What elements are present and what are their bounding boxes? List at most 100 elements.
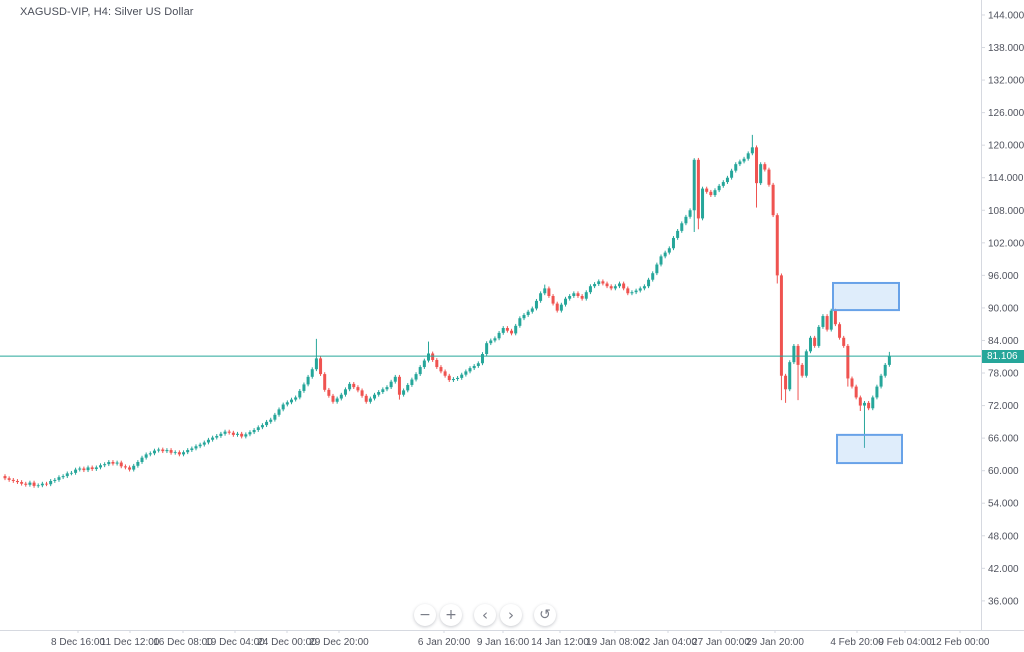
candle-body bbox=[252, 429, 256, 433]
candle-body bbox=[240, 433, 244, 437]
candle-body bbox=[373, 394, 377, 399]
price-tick-label[interactable]: 114.000 bbox=[988, 173, 1024, 184]
scroll-left-button[interactable]: ‹ bbox=[474, 604, 496, 626]
candle-body bbox=[182, 452, 186, 455]
candle-body bbox=[3, 476, 7, 479]
price-tick-label[interactable]: 54.000 bbox=[988, 499, 1019, 510]
candle-body bbox=[90, 467, 94, 470]
price-tick-label[interactable]: 120.000 bbox=[988, 141, 1024, 152]
candle-body bbox=[464, 371, 468, 375]
drawing-rectangle[interactable] bbox=[836, 433, 903, 465]
time-tick-label[interactable]: 14 Jan 12:00 bbox=[531, 637, 589, 648]
candle-body bbox=[871, 397, 875, 409]
candle-body bbox=[28, 482, 32, 485]
candle-body bbox=[534, 300, 538, 309]
candle-body bbox=[360, 390, 364, 396]
time-tick-label[interactable]: 9 Feb 04:00 bbox=[878, 637, 932, 648]
candle-body bbox=[750, 147, 754, 154]
candle-body bbox=[763, 164, 767, 170]
price-tick-label[interactable]: 138.000 bbox=[988, 43, 1024, 54]
candle-body bbox=[792, 345, 796, 363]
candle-body bbox=[804, 351, 808, 376]
time-tick-label[interactable]: 29 Jan 20:00 bbox=[746, 637, 804, 648]
candle-body bbox=[20, 482, 24, 484]
candle-body bbox=[456, 377, 460, 379]
time-tick-label[interactable]: 4 Feb 20:00 bbox=[830, 637, 884, 648]
candle-body bbox=[609, 286, 613, 289]
candle-body bbox=[759, 164, 763, 184]
candle-body bbox=[115, 462, 119, 464]
price-tick-label[interactable]: 60.000 bbox=[988, 466, 1019, 477]
candle-body bbox=[497, 332, 501, 339]
candle-body bbox=[788, 362, 792, 390]
candle-body bbox=[576, 293, 580, 296]
candle-body bbox=[833, 310, 837, 325]
candle-body bbox=[883, 364, 887, 376]
price-tick-label[interactable]: 126.000 bbox=[988, 108, 1024, 119]
candle-body bbox=[285, 402, 289, 405]
candle-body bbox=[356, 387, 360, 391]
candle-body bbox=[846, 345, 850, 379]
candle-body bbox=[489, 340, 493, 344]
scroll-right-button[interactable]: › bbox=[500, 604, 522, 626]
candle-body bbox=[597, 281, 601, 285]
candle-body bbox=[701, 188, 705, 219]
candle-body bbox=[738, 161, 742, 165]
time-tick-label[interactable]: 19 Dec 04:00 bbox=[205, 637, 265, 648]
price-tick-label[interactable]: 78.000 bbox=[988, 369, 1019, 380]
price-tick-label[interactable]: 90.000 bbox=[988, 303, 1019, 314]
candle-body bbox=[402, 390, 406, 395]
candle-body bbox=[173, 452, 177, 454]
symbol-title[interactable]: XAGUSD-VIP, H4: Silver US Dollar bbox=[20, 6, 194, 18]
candle-body bbox=[410, 379, 414, 385]
drawing-rectangle[interactable] bbox=[832, 281, 900, 312]
time-tick-label[interactable]: 9 Jan 16:00 bbox=[477, 637, 530, 648]
candle-body bbox=[887, 356, 891, 365]
time-tick-label[interactable]: 11 Dec 12:00 bbox=[101, 637, 160, 648]
time-tick-label[interactable]: 29 Dec 20:00 bbox=[309, 637, 369, 648]
zoom-in-button[interactable]: + bbox=[440, 604, 462, 626]
price-tick-label[interactable]: 36.000 bbox=[988, 596, 1019, 607]
price-tick-label[interactable]: 72.000 bbox=[988, 401, 1019, 412]
time-tick-label[interactable]: 12 Feb 00:00 bbox=[931, 637, 990, 648]
price-tick-label[interactable]: 144.000 bbox=[988, 10, 1024, 21]
time-tick-label[interactable]: 8 Dec 16:00 bbox=[51, 637, 105, 648]
candle-body bbox=[223, 431, 227, 434]
price-tick-label[interactable]: 84.000 bbox=[988, 336, 1019, 347]
candle-body bbox=[472, 365, 476, 369]
time-tick-label[interactable]: 6 Jan 20:00 bbox=[418, 637, 471, 648]
price-tick-label[interactable]: 96.000 bbox=[988, 271, 1019, 282]
candle-body bbox=[82, 468, 86, 471]
zoom-out-button[interactable]: − bbox=[414, 604, 436, 626]
time-tick-label[interactable]: 16 Dec 08:00 bbox=[153, 637, 213, 648]
time-tick-label[interactable]: 19 Jan 08:00 bbox=[586, 637, 644, 648]
reset-chart-button[interactable]: ↺ bbox=[534, 604, 556, 626]
price-tick-label[interactable]: 48.000 bbox=[988, 531, 1019, 542]
price-tick-label[interactable]: 132.000 bbox=[988, 76, 1024, 87]
candle-body bbox=[680, 223, 684, 231]
price-tick-label[interactable]: 108.000 bbox=[988, 206, 1024, 217]
candle-body bbox=[543, 288, 547, 294]
candle-body bbox=[671, 237, 675, 249]
candle-body bbox=[215, 435, 219, 438]
time-tick-label[interactable]: 27 Jan 00:00 bbox=[692, 637, 750, 648]
candle-body bbox=[107, 461, 111, 465]
candle-body bbox=[568, 295, 572, 299]
candle-body bbox=[734, 164, 738, 171]
candle-body bbox=[377, 392, 381, 395]
candle-body bbox=[323, 374, 327, 390]
candle-body bbox=[306, 376, 310, 385]
time-tick-label[interactable]: 24 Dec 00:00 bbox=[257, 637, 317, 648]
price-tick-label[interactable]: 66.000 bbox=[988, 434, 1019, 445]
price-tick-label[interactable]: 102.000 bbox=[988, 238, 1024, 249]
candle-body bbox=[510, 330, 514, 334]
time-tick-label[interactable]: 22 Jan 04:00 bbox=[639, 637, 697, 648]
candle-body bbox=[617, 283, 621, 287]
candle-body bbox=[277, 409, 281, 415]
candle-body bbox=[539, 293, 543, 301]
price-tick-label[interactable]: 42.000 bbox=[988, 564, 1019, 575]
candle-body bbox=[281, 404, 285, 410]
candle-body bbox=[381, 389, 385, 393]
